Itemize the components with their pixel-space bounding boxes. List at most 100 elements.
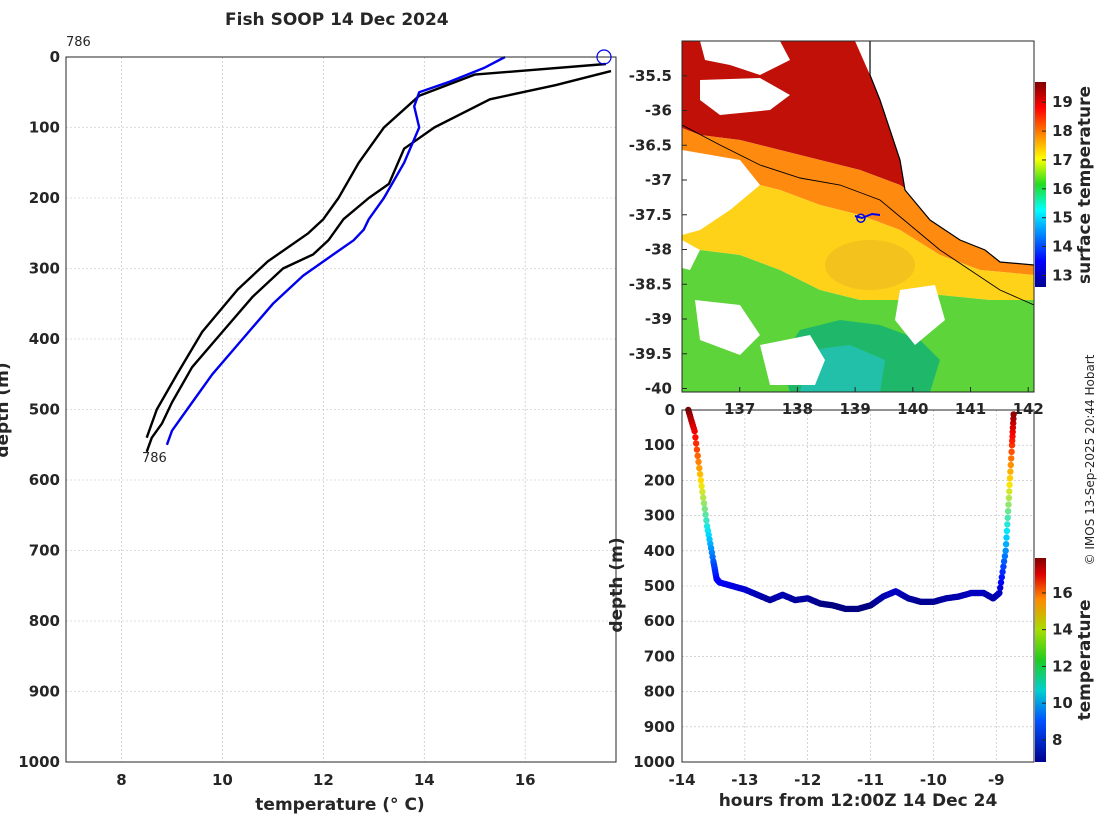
section-point xyxy=(1004,514,1011,521)
profile-ytick-label: 1000 xyxy=(18,753,60,771)
section-xtick-label: -14 xyxy=(668,771,695,789)
section-point xyxy=(692,440,700,447)
section-point xyxy=(1007,461,1014,469)
temperature-colorbar-tick-label: 16 xyxy=(1052,584,1073,602)
section-point xyxy=(703,517,710,524)
sst-eddy xyxy=(825,240,915,290)
temperature-colorbar-tick-label: 12 xyxy=(1052,657,1073,675)
section-point xyxy=(697,477,705,484)
shelf-contour xyxy=(682,124,1034,306)
section-points xyxy=(685,406,1017,613)
cloud-mask-west xyxy=(682,150,760,235)
coastline xyxy=(869,41,1034,266)
section-point xyxy=(1007,468,1014,475)
profile-ytick-label: 500 xyxy=(29,401,60,419)
section-point xyxy=(694,452,701,459)
profile-series-line xyxy=(145,62,606,439)
map-lat-label: -40 xyxy=(645,380,672,398)
section-xtick-label: -11 xyxy=(857,771,884,789)
profile-series xyxy=(145,55,612,453)
section-point xyxy=(1008,455,1015,462)
sst-colorbar-ticks: 13 14 15 16 17 18 19 xyxy=(1042,93,1073,284)
section-ylabel: depth (m) xyxy=(607,537,627,632)
map-lat-label: -39.5 xyxy=(629,345,672,363)
section-point xyxy=(1006,475,1014,482)
section-point xyxy=(698,482,705,490)
profile-ticks: 8 10 12 14 16 0 100 200 300 400 500 600 700 800 900 100… xyxy=(18,48,535,789)
map-ticks: -35.5 -36 -36.5 -37 -37.5 -38 -38.5 -39 -39.5 -40… xyxy=(629,67,1044,418)
cloud-mask-south xyxy=(760,335,825,385)
map-lat-label: -39 xyxy=(645,310,672,328)
section-xtick-label: -12 xyxy=(794,771,821,789)
section-point xyxy=(1003,527,1011,535)
sst-colorbar-tick-label: 15 xyxy=(1052,209,1073,227)
profile-series-line xyxy=(165,55,506,446)
section-point xyxy=(1006,488,1013,495)
chart-title: Fish SOOP 14 Dec 2024 xyxy=(225,10,449,30)
section-point xyxy=(700,500,708,507)
section-point xyxy=(996,589,1003,597)
temperature-colorbar xyxy=(1035,558,1046,762)
section-point xyxy=(1005,501,1012,508)
profile-series-line xyxy=(145,69,612,453)
sst-yellow-region xyxy=(682,175,1034,300)
profile-ytick-label: 600 xyxy=(29,471,60,489)
land-mask xyxy=(700,41,790,75)
profile-axes-box xyxy=(65,56,617,763)
section-point xyxy=(1000,563,1007,570)
section-ytick-label: 900 xyxy=(644,718,675,736)
profile-ytick-label: 800 xyxy=(29,612,60,630)
section-ytick-label: 300 xyxy=(644,507,675,525)
profile-ytick-label: 200 xyxy=(29,189,60,207)
map-lat-label: -37 xyxy=(645,171,672,189)
sst-colorbar-label: surface temperature xyxy=(1075,86,1095,284)
profile-xtick-label: 12 xyxy=(313,771,334,789)
ship-track xyxy=(854,212,881,220)
section-point xyxy=(997,579,1005,586)
section-xtick-label: -9 xyxy=(988,771,1005,789)
section-point xyxy=(1002,541,1010,548)
section-point xyxy=(691,427,698,435)
sst-colorbar xyxy=(1035,82,1046,287)
section-point xyxy=(1004,508,1012,515)
map-lon-label: 142 xyxy=(1013,400,1044,418)
profile-start-marker xyxy=(596,49,612,65)
cloud-mask-southeast xyxy=(895,285,945,345)
section-ticks: -14 -13 -12 -11 -10 -9 0 100 200 300 400 500 600 700 8… xyxy=(633,401,1004,789)
section-point xyxy=(693,446,701,453)
map-lon-label: 141 xyxy=(955,400,986,418)
section-ytick-label: 600 xyxy=(644,612,675,630)
section-point xyxy=(695,458,702,466)
section-point xyxy=(1003,534,1010,541)
section-point xyxy=(1010,411,1017,418)
section-panel: -14 -13 -12 -11 -10 -9 0 100 200 300 400 500 600 700 8… xyxy=(607,401,1095,811)
sst-orange-region xyxy=(682,128,1034,275)
temperature-colorbar-tick-label: 8 xyxy=(1052,731,1062,749)
section-point xyxy=(696,464,703,472)
section-point xyxy=(701,505,708,513)
section-ytick-label: 200 xyxy=(644,471,675,489)
section-ytick-label: 700 xyxy=(644,647,675,665)
section-point xyxy=(999,568,1006,576)
sst-colorbar-tick-label: 16 xyxy=(1052,180,1073,198)
section-point xyxy=(1002,547,1009,554)
land-mask-island xyxy=(700,78,790,115)
map-lat-label: -35.5 xyxy=(629,67,672,85)
profile-xtick-label: 10 xyxy=(212,771,233,789)
sst-map-panel: -35.5 -36 -36.5 -37 -37.5 -38 -38.5 -39 -39.5 -40… xyxy=(629,40,1095,418)
section-xtick-label: -10 xyxy=(920,771,947,789)
section-ytick-label: 400 xyxy=(644,542,675,560)
map-lon-label: 138 xyxy=(782,400,813,418)
profile-ytick-label: 400 xyxy=(29,330,60,348)
section-ytick-label: 500 xyxy=(644,577,675,595)
cloud-mask-southwest xyxy=(695,300,760,355)
section-point xyxy=(1004,521,1011,528)
section-point xyxy=(1005,494,1013,502)
sst-colorbar-tick-label: 17 xyxy=(1052,151,1073,169)
section-ytick-label: 100 xyxy=(644,436,675,454)
map-axes-box xyxy=(681,40,1035,393)
sst-colorbar-tick-label: 18 xyxy=(1052,122,1073,140)
profile-annotation-top: 786 xyxy=(66,35,91,50)
map-lat-label: -38 xyxy=(645,241,672,259)
section-point xyxy=(1001,552,1009,560)
